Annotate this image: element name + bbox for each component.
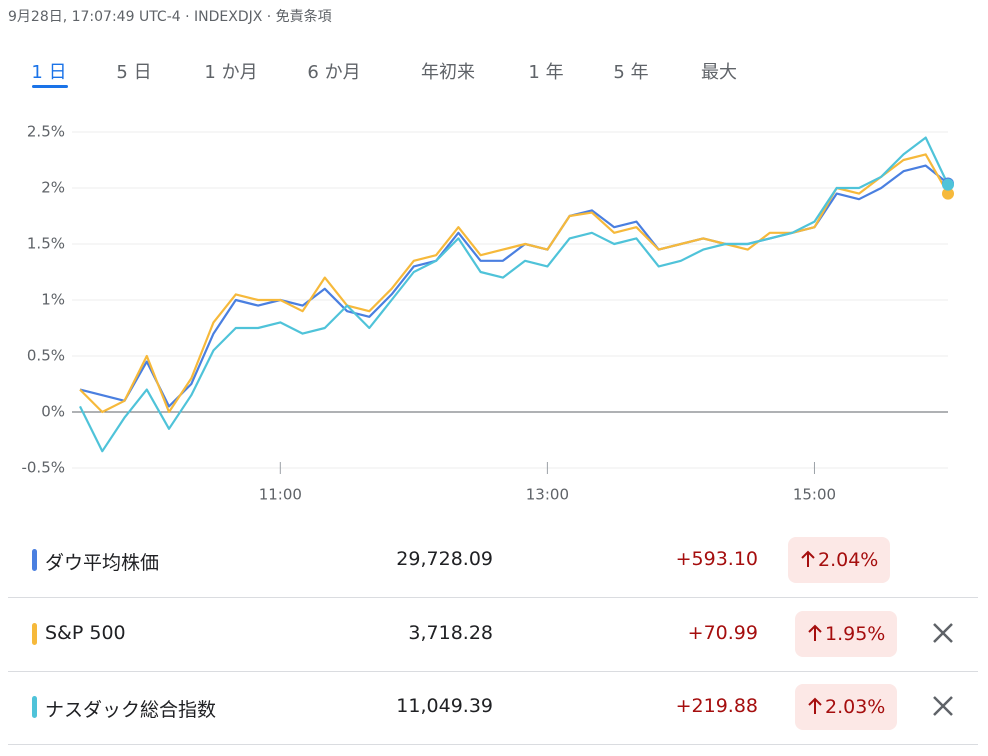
percent-change: 2.04%	[788, 537, 891, 583]
tab[interactable]: 5 日	[116, 62, 152, 83]
up-arrow	[807, 623, 825, 645]
percent-text: 2.04%	[818, 549, 879, 571]
remove-button[interactable]	[928, 691, 958, 721]
tab-underline	[32, 85, 68, 88]
percent-change: 2.03%	[795, 684, 898, 730]
color-swatch	[32, 622, 37, 645]
close-icon	[933, 696, 953, 716]
tab[interactable]: 1 年	[528, 62, 564, 83]
tab[interactable]: 年初来	[421, 62, 475, 83]
series-line	[79, 164, 949, 408]
price: 11,049.39	[396, 695, 493, 717]
up-arrow	[807, 696, 825, 718]
percent-change: 1.95%	[795, 610, 898, 657]
chart: -0.5% 0% 0.5% 1% 1.5% 2% 2.5% 11:00 13:00 15:00	[21, 123, 954, 504]
y-tick-label: 1%	[41, 291, 65, 309]
tab[interactable]: 1 日	[31, 62, 67, 83]
y-tick-label: 1.5%	[27, 235, 65, 253]
series-line	[79, 153, 949, 414]
price: 29,728.09	[396, 548, 493, 570]
y-tick-label: 0.5%	[27, 347, 65, 365]
table-row: S&P 500 3,718.28 +70.99 1.95%	[8, 598, 978, 672]
table-row: ダウ平均株価 29,728.09 +593.10 2.04%	[8, 524, 978, 598]
x-tick-label: 15:00	[793, 486, 836, 504]
change: +70.99	[687, 621, 758, 644]
arrow-icon	[808, 697, 822, 714]
tab[interactable]: 6 か月	[307, 62, 361, 83]
x-tick-label: 13:00	[526, 486, 569, 504]
arrow-icon	[801, 550, 815, 567]
close-icon	[933, 622, 953, 643]
percent-text: 1.95%	[825, 622, 886, 645]
series-line	[79, 136, 949, 453]
index-name: S&P 500	[45, 621, 126, 644]
header: 9月28日, 17:07:49 UTC-4 · INDEXDJX · 免責条項	[8, 9, 332, 25]
tab[interactable]: 1 か月	[204, 62, 258, 83]
change: +593.10	[675, 548, 758, 570]
remove-button[interactable]	[928, 618, 958, 648]
y-tick-label: 2.5%	[27, 123, 65, 141]
change: +219.88	[675, 695, 758, 717]
y-tick-label: -0.5%	[21, 459, 65, 477]
y-tick-label: 2%	[41, 179, 65, 197]
up-arrow	[800, 549, 818, 571]
table-row: ナスダック総合指数 11,049.39 +219.88 2.03%	[8, 671, 978, 745]
tab[interactable]: 5 年	[613, 62, 649, 83]
color-swatch	[32, 549, 37, 571]
index-name: ナスダック総合指数	[45, 699, 217, 721]
percent-text: 2.03%	[825, 696, 886, 718]
y-tick-label: 0%	[41, 403, 65, 421]
arrow-icon	[808, 624, 822, 641]
end-dot	[942, 178, 954, 191]
color-swatch	[32, 696, 37, 718]
x-tick-label: 11:00	[259, 486, 302, 504]
price: 3,718.28	[408, 621, 493, 644]
end-dot	[942, 187, 954, 200]
tab[interactable]: 最大	[701, 62, 737, 83]
index-name: ダウ平均株価	[45, 552, 160, 574]
